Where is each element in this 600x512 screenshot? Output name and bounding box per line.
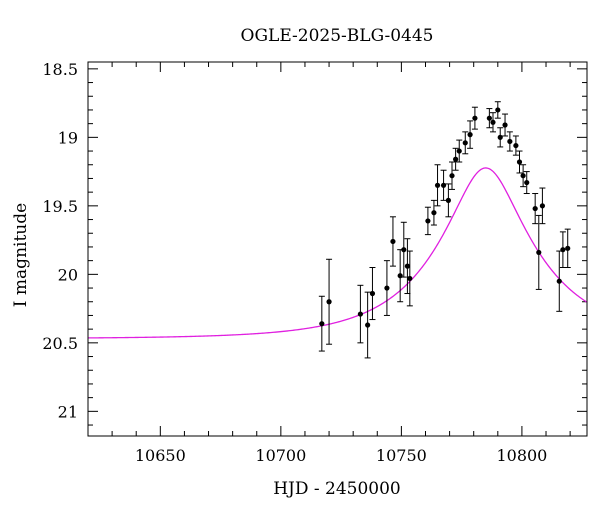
data-point-group [406, 250, 413, 307]
data-point [365, 322, 371, 328]
data-point [401, 247, 407, 253]
data-point [472, 115, 478, 121]
data-point-group [440, 169, 447, 201]
data-point [384, 285, 390, 291]
data-point-group [512, 135, 519, 156]
data-point [524, 179, 530, 186]
y-tick-label: 20.5 [42, 334, 78, 353]
data-point [462, 140, 468, 146]
axis-ticks: 10650 10700 10750 10800 18.5 19 19.5 20 20.5 21 [42, 60, 587, 465]
data-point-group [535, 214, 542, 290]
data-point-group [532, 193, 539, 225]
data-point [502, 122, 508, 128]
data-point-group [449, 161, 456, 190]
x-tick-label: 10800 [496, 446, 547, 465]
data-point [516, 159, 523, 165]
data-point-group [564, 228, 571, 268]
data-point [467, 132, 473, 138]
model-curve [88, 167, 588, 339]
chart-title: OGLE-2025-BLG-0445 [241, 26, 434, 46]
data-point-group [520, 164, 527, 188]
y-tick-label: 19 [58, 128, 78, 147]
data-point [440, 182, 447, 188]
data-point [445, 197, 451, 203]
data-point [486, 115, 492, 121]
data-point [536, 249, 542, 256]
data-point [560, 247, 566, 253]
data-point-group [494, 101, 501, 119]
x-tick-label: 10750 [376, 446, 427, 465]
data-point [319, 321, 325, 327]
data-point-group [486, 108, 493, 129]
data-point-group [516, 150, 523, 174]
data-point-group [424, 206, 431, 236]
data-point [390, 238, 396, 245]
data-point [369, 290, 376, 297]
data-point [556, 278, 562, 284]
data-point [407, 275, 413, 282]
data-point-group [467, 120, 474, 149]
model-curve-layer [88, 167, 588, 339]
data-point [453, 156, 459, 162]
data-point [449, 173, 455, 179]
plot-frame [87, 61, 588, 437]
data-point-group [430, 199, 437, 226]
data-point-group [389, 216, 396, 267]
data-point-group [383, 260, 390, 316]
x-tick-label: 10700 [255, 446, 306, 465]
data-point-group [445, 183, 452, 218]
data-point-group [539, 187, 546, 225]
data-point [431, 210, 437, 216]
data-point-group [434, 164, 441, 207]
data-point [490, 119, 496, 125]
data-point-group [397, 249, 404, 303]
y-tick-label: 18.5 [42, 60, 78, 79]
data-point-group [506, 131, 513, 152]
data-point [495, 107, 501, 113]
data-point-group [369, 266, 376, 321]
data-point [532, 205, 538, 212]
y-tick-label: 19.5 [42, 197, 78, 216]
data-point-group [523, 171, 530, 195]
data-point [513, 142, 519, 149]
x-axis-label: HJD - 2450000 [273, 479, 401, 499]
data-point-group [364, 291, 371, 359]
x-tick-label: 10650 [135, 446, 186, 465]
data-points-layer [318, 101, 571, 359]
data-point-group [400, 221, 407, 278]
y-axis-label: I magnitude [11, 203, 31, 307]
data-point [357, 311, 364, 317]
data-point-group [462, 131, 469, 155]
data-point [326, 299, 332, 305]
data-point-group [404, 238, 411, 295]
data-point-group [456, 139, 463, 163]
data-point-group [502, 113, 509, 137]
data-point [434, 182, 441, 188]
data-point-group [556, 250, 563, 312]
data-point [497, 134, 503, 140]
data-point-group [497, 127, 504, 148]
data-point [520, 173, 526, 179]
data-point-group [326, 258, 333, 345]
data-point [565, 245, 571, 251]
data-point [539, 203, 546, 209]
data-point-group [357, 284, 364, 344]
data-point-group [471, 106, 478, 130]
data-point [404, 263, 411, 269]
data-point-group [559, 231, 566, 268]
data-point [425, 218, 431, 224]
data-point-group [318, 295, 325, 352]
y-tick-label: 20 [58, 265, 78, 284]
data-point-group [452, 147, 459, 171]
data-point [507, 138, 513, 145]
y-tick-label: 21 [58, 402, 78, 421]
data-point-group [489, 112, 496, 133]
data-point [456, 148, 462, 154]
